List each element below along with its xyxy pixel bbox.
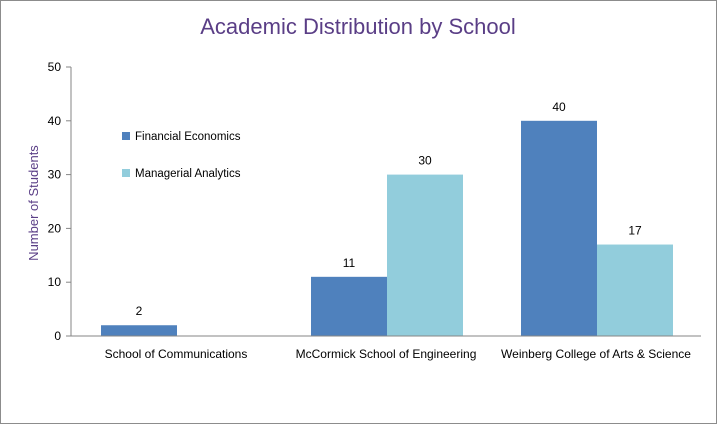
legend: Financial Economics Managerial Analytics	[122, 131, 241, 180]
y-axis-label: Number of Students	[26, 145, 41, 261]
axes	[70, 67, 701, 337]
bar	[597, 244, 673, 336]
legend-label: Financial Economics	[135, 131, 241, 143]
bar	[101, 325, 177, 336]
bar	[521, 120, 597, 336]
category-label: School of Communications	[105, 347, 248, 361]
y-tick-label: 0	[54, 329, 61, 343]
legend-swatch	[122, 169, 130, 177]
legend-swatch	[122, 132, 130, 140]
data-label: 2	[136, 304, 143, 318]
data-label: 30	[418, 154, 432, 168]
y-axis-ticks: 0 10 20 30 40 50	[48, 60, 71, 343]
x-axis-categories: School of Communications McCormick School…	[105, 347, 692, 361]
category-label: McCormick School of Engineering	[296, 347, 477, 361]
data-label: 17	[628, 224, 642, 238]
legend-label: Managerial Analytics	[135, 168, 241, 180]
chart-title: Academic Distribution by School	[200, 14, 515, 39]
bars	[101, 120, 673, 336]
y-tick-label: 50	[48, 60, 62, 74]
y-tick-label: 30	[48, 168, 62, 182]
data-label: 11	[343, 256, 356, 270]
bar	[311, 276, 387, 336]
data-labels: 2 11 40 30 17	[136, 100, 642, 318]
y-tick-label: 10	[48, 275, 62, 289]
bar	[387, 174, 463, 336]
y-tick-label: 20	[48, 221, 62, 235]
category-label: Weinberg College of Arts & Science	[501, 347, 691, 361]
data-label: 40	[552, 100, 566, 114]
y-tick-label: 40	[48, 114, 62, 128]
